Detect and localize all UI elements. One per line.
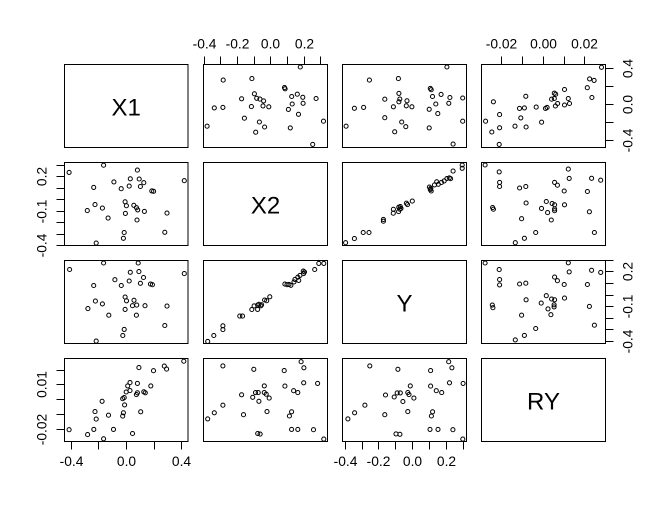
svg-text:-0.02: -0.02 [486, 37, 517, 52]
svg-text:0.01: 0.01 [34, 371, 49, 398]
svg-text:0.4: 0.4 [621, 59, 636, 79]
svg-text:-0.4: -0.4 [621, 128, 636, 152]
svg-text:0.2: 0.2 [621, 262, 636, 281]
svg-text:-0.4: -0.4 [34, 233, 49, 257]
svg-text:X2: X2 [251, 193, 280, 220]
svg-text:-0.4: -0.4 [621, 329, 636, 353]
svg-text:0.2: 0.2 [295, 37, 314, 52]
svg-text:X1: X1 [112, 95, 141, 122]
svg-text:-0.1: -0.1 [34, 200, 49, 224]
svg-text:0.0: 0.0 [403, 454, 423, 469]
svg-text:0.2: 0.2 [437, 454, 456, 469]
svg-text:0.0: 0.0 [117, 454, 137, 469]
svg-text:RY: RY [527, 389, 560, 416]
svg-text:0.0: 0.0 [621, 95, 636, 115]
svg-text:0.2: 0.2 [34, 167, 49, 186]
svg-text:-0.2: -0.2 [226, 37, 250, 52]
svg-text:-0.4: -0.4 [334, 454, 358, 469]
svg-text:0.02: 0.02 [571, 37, 598, 52]
svg-text:-0.02: -0.02 [34, 414, 49, 445]
svg-text:-0.4: -0.4 [60, 454, 84, 469]
svg-text:0.0: 0.0 [261, 37, 281, 52]
svg-text:Y: Y [396, 291, 412, 318]
svg-text:0.4: 0.4 [172, 454, 192, 469]
svg-text:0.00: 0.00 [530, 37, 557, 52]
svg-text:-0.2: -0.2 [367, 454, 391, 469]
svg-text:-0.1: -0.1 [621, 295, 636, 319]
svg-text:-0.4: -0.4 [193, 37, 217, 52]
